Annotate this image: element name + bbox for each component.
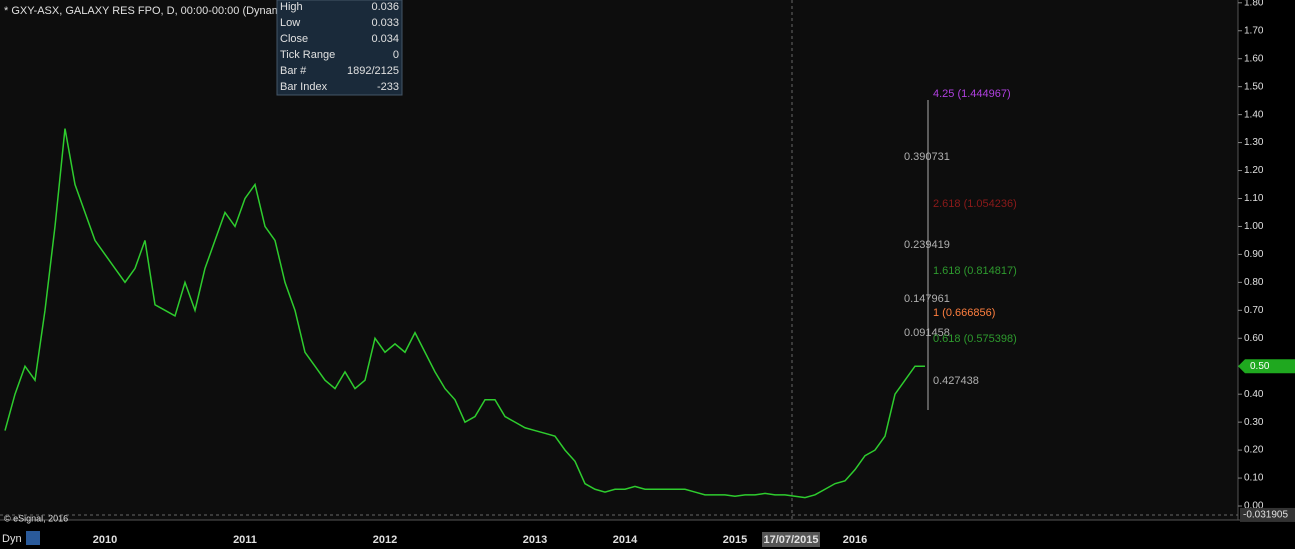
info-box bbox=[276, 0, 403, 96]
x-axis-panel bbox=[0, 520, 1295, 549]
info-label: Bar Index bbox=[280, 81, 328, 93]
y-tick-label: 0.00 bbox=[1244, 501, 1264, 512]
fib-annotation: 1 (0.666856) bbox=[933, 307, 995, 319]
last-price-label: 0.50 bbox=[1250, 361, 1270, 372]
y-tick-label: 1.70 bbox=[1244, 25, 1264, 36]
chart-title: * GXY-ASX, GALAXY RES FPO, D, 00:00-00:0… bbox=[4, 5, 293, 17]
info-value: 0.036 bbox=[371, 1, 399, 13]
fib-annotation: 0.091458 bbox=[904, 327, 950, 339]
dyn-label: Dyn bbox=[2, 533, 22, 545]
info-label: High bbox=[280, 1, 303, 13]
y-tick-label: 1.10 bbox=[1244, 193, 1264, 204]
y-tick-label: 1.60 bbox=[1244, 53, 1264, 64]
info-value: 1892/2125 bbox=[347, 65, 399, 77]
x-tick-label: 2011 bbox=[233, 534, 257, 546]
y-tick-label: 1.00 bbox=[1244, 221, 1264, 232]
x-tick-label: 2015 bbox=[723, 534, 747, 546]
info-value: 0.034 bbox=[371, 33, 399, 45]
price-line bbox=[4, 128, 925, 499]
info-label: Tick Range bbox=[280, 49, 335, 61]
dyn-button[interactable] bbox=[26, 531, 40, 545]
y-tick-label: 0.70 bbox=[1244, 305, 1264, 316]
last-price-marker bbox=[1238, 359, 1295, 374]
info-label: Bar # bbox=[280, 65, 307, 77]
y-tick-label: 1.20 bbox=[1244, 165, 1264, 176]
fib-annotation: 0.239419 bbox=[904, 239, 950, 251]
level-box bbox=[1240, 507, 1295, 522]
copyright: © eSignal, 2016 bbox=[4, 513, 68, 523]
info-value: 0 bbox=[393, 49, 399, 61]
info-value: 0.033 bbox=[371, 17, 399, 29]
y-tick-label: 1.50 bbox=[1244, 81, 1264, 92]
fib-annotation: 4.25 (1.444967) bbox=[933, 88, 1011, 100]
info-label: Low bbox=[280, 17, 300, 29]
y-tick-label: 0.10 bbox=[1244, 473, 1264, 484]
fib-annotation: 1.618 (0.814817) bbox=[933, 265, 1017, 277]
x-tick-label: 2016 bbox=[843, 534, 867, 546]
x-tick-label: 2014 bbox=[613, 534, 638, 546]
fib-annotation: 0.618 (0.575398) bbox=[933, 333, 1017, 345]
x-tick-label: 2013 bbox=[523, 534, 547, 546]
x-tick-label: 2012 bbox=[373, 534, 397, 546]
y-tick-label: 0.20 bbox=[1244, 445, 1264, 456]
y-tick-label: 1.80 bbox=[1244, 0, 1264, 8]
level-label: -0.031905 bbox=[1243, 510, 1288, 521]
fib-annotation: 2.618 (1.054236) bbox=[933, 198, 1017, 210]
fib-annotation: 0.147961 bbox=[904, 293, 950, 305]
info-value: -233 bbox=[377, 81, 399, 93]
y-tick-label: 0.30 bbox=[1244, 417, 1264, 428]
y-tick-label: 1.40 bbox=[1244, 109, 1264, 120]
y-tick-label: 0.60 bbox=[1244, 333, 1264, 344]
cursor-date-box bbox=[762, 532, 820, 547]
cursor-date: 17/07/2015 bbox=[763, 534, 818, 546]
fib-annotation: 0.427438 bbox=[933, 375, 979, 387]
y-tick-label: 1.30 bbox=[1244, 137, 1264, 148]
y-tick-label: 0.40 bbox=[1244, 389, 1264, 400]
info-label: Close bbox=[280, 33, 308, 45]
y-axis-panel bbox=[1238, 0, 1295, 520]
y-tick-label: 0.90 bbox=[1244, 249, 1264, 260]
y-tick-label: 0.80 bbox=[1244, 277, 1264, 288]
fib-annotation: 0.390731 bbox=[904, 151, 950, 163]
x-tick-label: 2010 bbox=[93, 534, 117, 546]
